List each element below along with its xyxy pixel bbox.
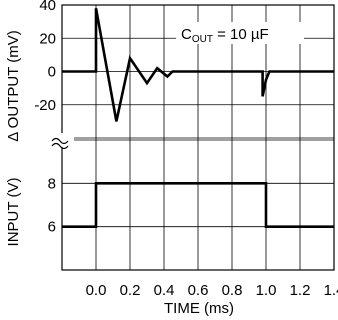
top-y-tick-label: 0 [48, 64, 56, 81]
traces [62, 8, 334, 228]
output-trace [62, 8, 334, 122]
bottom-y-axis-label: INPUT (V) [5, 178, 22, 247]
x-tick-label: 0.0 [86, 282, 107, 299]
x-tick-label: 0.8 [222, 282, 243, 299]
axis-break-mark [50, 133, 74, 150]
input-trace [62, 182, 334, 228]
top-y-tick-label: 20 [39, 30, 56, 47]
top-y-tick-label: -20 [34, 97, 56, 114]
svg-text:COUT = 10 µF: COUT = 10 µF [181, 26, 269, 45]
top-y-axis-label: Δ OUTPUT (mV) [5, 30, 22, 141]
x-tick-label: 0.4 [154, 282, 175, 299]
top-y-tick-label: 40 [39, 0, 56, 14]
x-tick-label: 0.6 [188, 282, 209, 299]
x-axis-label: TIME (ms) [164, 300, 234, 317]
x-tick-label: 1.2 [290, 282, 311, 299]
x-tick-label: 1.4 [324, 282, 338, 299]
bottom-y-tick-label: 8 [48, 175, 56, 192]
tick-labels: 0.0 0.2 0.4 0.6 0.8 1.0 1.2 1.4 40 20 0 -20 8 6 [34, 0, 338, 299]
capacitor-annotation: COUT = 10 µF [176, 22, 304, 45]
annotation-rest: = 10 µF [213, 26, 269, 43]
bottom-y-tick-label: 6 [48, 219, 56, 236]
annotation-main: C [181, 26, 192, 43]
annotation-sub: OUT [192, 34, 213, 45]
x-tick-label: 0.2 [120, 282, 141, 299]
x-tick-label: 1.0 [256, 282, 277, 299]
